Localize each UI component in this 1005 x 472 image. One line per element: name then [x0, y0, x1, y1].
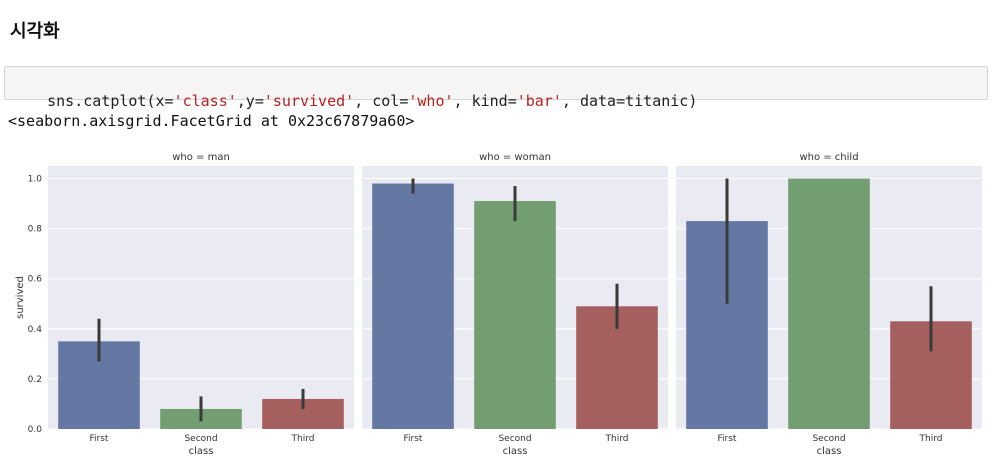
x-tick-label: Third [605, 434, 629, 444]
bar-second [788, 178, 870, 429]
code-token: , data=titanic) [561, 92, 698, 110]
facet-title: who = woman [479, 152, 551, 163]
section-heading: 시각화 [10, 21, 60, 42]
x-tick-label: First [718, 434, 737, 444]
x-axis-label: class [503, 446, 528, 457]
code-token: , col= [354, 92, 409, 110]
x-tick-label: First [90, 434, 109, 444]
code-token: ,y= [236, 92, 264, 110]
code-cell[interactable]: sns.catplot(x='class',y='survived', col=… [4, 66, 988, 110]
x-tick-label: Second [498, 434, 531, 444]
y-axis-label: survived [15, 276, 26, 319]
y-tick-label: 0.6 [28, 275, 43, 285]
code-text: sns.catplot(x='class',y='survived', col=… [11, 74, 697, 128]
facet-title: who = man [172, 152, 230, 163]
y-tick-label: 0.2 [28, 375, 42, 385]
x-axis-label: class [817, 446, 842, 457]
x-tick-label: Third [919, 434, 943, 444]
code-token: , kind= [453, 92, 517, 110]
x-tick-label: Second [184, 434, 217, 444]
code-string-token: 'survived' [263, 92, 355, 110]
x-axis-label: class [189, 446, 214, 457]
code-string-token: 'who' [408, 92, 454, 110]
y-tick-label: 0.0 [28, 425, 43, 435]
cell-output: <seaborn.axisgrid.FacetGrid at 0x23c6787… [8, 112, 415, 130]
code-string-token: 'bar' [516, 92, 562, 110]
y-tick-label: 0.8 [28, 225, 43, 235]
code-token: sns.catplot(x= [47, 92, 174, 110]
y-tick-label: 0.4 [28, 325, 43, 335]
x-tick-label: Second [812, 434, 845, 444]
x-tick-label: Third [291, 434, 315, 444]
facet-grid-figure: who = man First Second Third class who = woma… [15, 152, 982, 457]
facet-title: who = child [799, 152, 858, 163]
y-tick-label: 1.0 [28, 175, 43, 185]
bar-first [372, 183, 454, 429]
code-string-token: 'class' [173, 92, 237, 110]
bar-second [474, 201, 556, 429]
x-tick-label: First [404, 434, 423, 444]
